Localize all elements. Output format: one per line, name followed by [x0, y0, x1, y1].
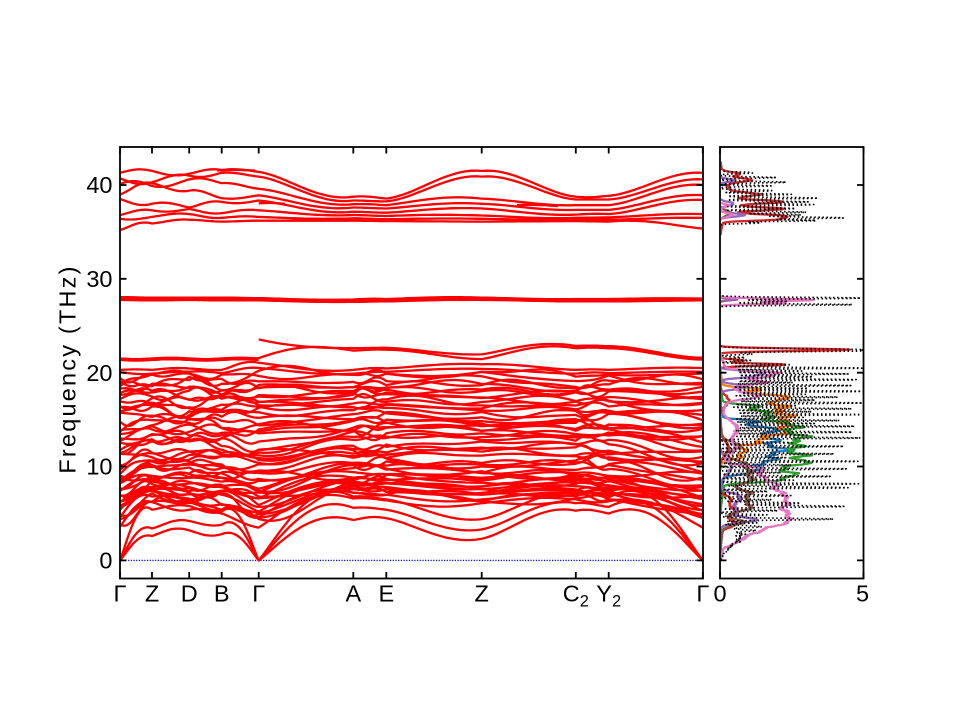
svg-text:30: 30 [86, 266, 112, 292]
svg-text:20: 20 [86, 360, 112, 386]
svg-text:0: 0 [99, 548, 112, 574]
svg-text:Z: Z [475, 581, 489, 607]
svg-text:Frequency (THz): Frequency (THz) [55, 264, 81, 473]
svg-text:Γ: Γ [252, 581, 265, 607]
svg-text:D: D [181, 581, 198, 607]
svg-text:0: 0 [713, 581, 726, 607]
svg-text:5: 5 [856, 581, 869, 607]
svg-text:Γ: Γ [696, 581, 709, 607]
svg-text:10: 10 [86, 454, 112, 480]
svg-text:E: E [378, 581, 394, 607]
svg-text:Z: Z [145, 581, 159, 607]
svg-text:Γ: Γ [114, 581, 127, 607]
svg-text:A: A [345, 581, 361, 607]
svg-text:B: B [214, 581, 230, 607]
svg-text:40: 40 [86, 172, 112, 198]
